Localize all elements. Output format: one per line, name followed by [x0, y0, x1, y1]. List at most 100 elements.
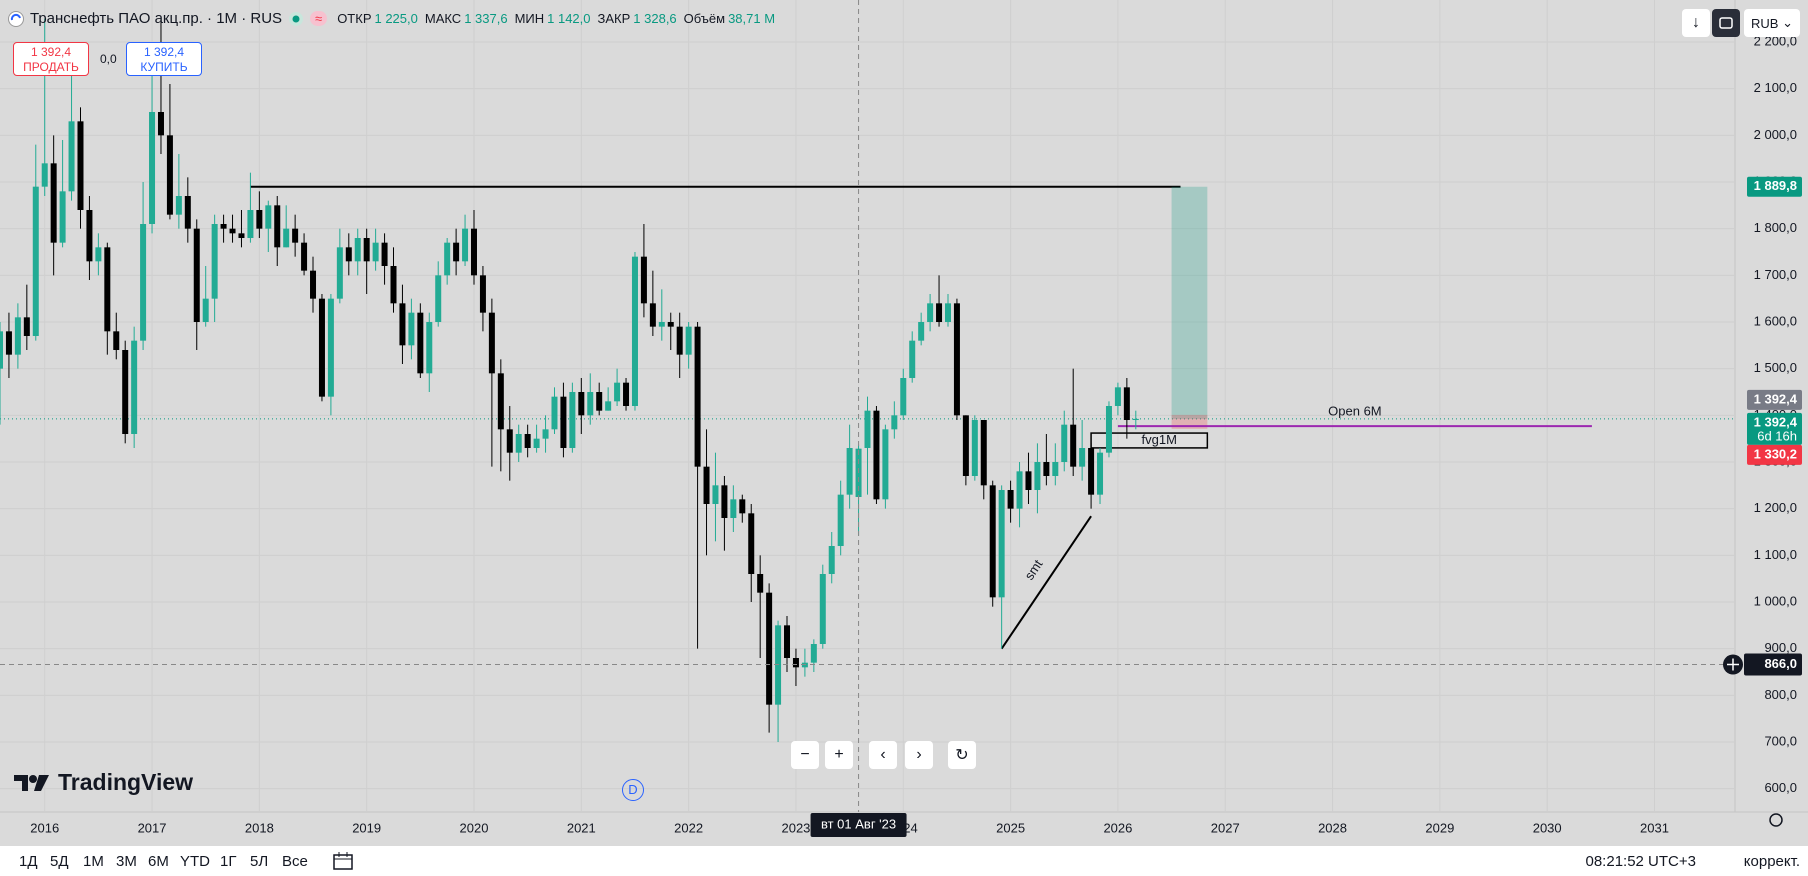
candle-body — [310, 270, 317, 299]
candle-body — [1016, 471, 1023, 509]
dividend-marker[interactable]: D — [622, 779, 644, 801]
price-label: 1 392,4 — [1754, 414, 1798, 429]
candle-body — [918, 322, 925, 341]
calendar-icon[interactable] — [332, 851, 354, 871]
scroll-left[interactable]: ‹ — [869, 741, 897, 769]
range-button[interactable]: 3М — [116, 853, 137, 870]
reset-chart[interactable]: ↻ — [948, 741, 976, 769]
candle-body — [68, 121, 75, 192]
candle-body — [5, 331, 12, 355]
candle-body — [256, 210, 263, 229]
range-button[interactable]: 1М — [83, 853, 104, 870]
symbol-icon — [8, 10, 24, 27]
candle-body — [953, 303, 960, 416]
candle-body — [596, 392, 603, 411]
candle-body — [113, 331, 120, 350]
status-dot — [289, 11, 304, 26]
candle-body — [1097, 452, 1104, 495]
candles — [0, 18, 1139, 742]
candle-body — [149, 112, 156, 224]
candle-body — [730, 499, 737, 518]
range-button[interactable]: 5Л — [250, 853, 269, 870]
candle-body — [533, 438, 540, 448]
candle-body — [766, 592, 773, 705]
candle-body — [927, 303, 934, 322]
logo: TradingView — [14, 769, 193, 796]
candle-body — [488, 312, 495, 374]
candle-body — [891, 415, 898, 430]
price-label: 1 330,2 — [1754, 446, 1797, 461]
y-tick-label: 600,0 — [1764, 780, 1797, 795]
range-button[interactable]: Все — [282, 853, 308, 870]
range-button[interactable]: YTD — [180, 853, 210, 870]
candle-body — [757, 574, 764, 593]
candle-body — [1079, 448, 1086, 467]
sell-price: 1 392,4 — [30, 45, 72, 59]
candle-body — [175, 196, 182, 215]
candle-body — [640, 256, 647, 304]
candle-body — [1070, 424, 1077, 467]
scroll-right[interactable]: › — [905, 741, 933, 769]
ohlc-value: 1 225,0 — [374, 11, 418, 26]
candle-body — [479, 275, 486, 313]
candle-body — [524, 434, 531, 448]
candle-body — [453, 242, 460, 262]
candle-body — [390, 266, 397, 304]
candle-body — [283, 228, 290, 248]
candle-body — [1025, 471, 1032, 490]
candle-body — [605, 401, 612, 411]
zoom-out[interactable]: − — [791, 741, 819, 769]
candle-body — [381, 242, 388, 266]
candle-body — [435, 275, 442, 322]
symbol[interactable]: Транснефть ПАО акц.пр. · 1М · RUS — [30, 10, 283, 27]
chart: 600,0 700,0 800,0 900,0 1 000,0 1 100,0 1 200,… — [0, 0, 1808, 837]
logo-icon — [14, 774, 49, 791]
candle-body — [846, 448, 853, 495]
candle-body — [363, 238, 370, 262]
price-label-box — [1747, 412, 1802, 445]
candle-body — [372, 242, 379, 262]
zoom-in[interactable]: + — [825, 741, 853, 769]
candle-body — [542, 429, 549, 439]
candle-body — [470, 228, 477, 276]
buy-label: КУПИТЬ — [140, 60, 188, 74]
crosshair-x-box — [810, 813, 907, 837]
candle-body — [14, 317, 21, 355]
x-tick-label: 2023 — [781, 820, 810, 835]
currency-button[interactable]: RUB ⌄ — [1744, 9, 1800, 37]
y-tick-label: 800,0 — [1764, 687, 1797, 702]
candle-body — [292, 228, 299, 243]
y-tick-label: 2 000,0 — [1754, 127, 1797, 142]
candle-body — [1088, 448, 1095, 495]
grid: 600,0 700,0 800,0 900,0 1 000,0 1 100,0 1 200,… — [0, 0, 1808, 835]
badge: ≈ — [310, 11, 328, 26]
candle-body — [1114, 387, 1121, 406]
range-button[interactable]: 1Г — [220, 853, 237, 870]
y-tick-label: 1 200,0 — [1754, 500, 1797, 515]
candle-body — [220, 224, 227, 229]
x-tick-label: 2019 — [352, 820, 381, 835]
candle-body — [837, 494, 844, 546]
settings-icon[interactable] — [1769, 813, 1783, 827]
range-button[interactable]: 1Д — [19, 853, 38, 870]
candle-body — [784, 625, 791, 658]
adjust-toggle[interactable]: коррект. — [1743, 853, 1800, 870]
candle-body — [694, 326, 701, 467]
candle-body — [560, 396, 567, 448]
sell-button[interactable]: 1 392,4 ПРОДАТЬ — [13, 42, 89, 76]
candle-body — [265, 205, 272, 229]
candle-body — [318, 298, 325, 397]
range-button[interactable]: 5Д — [50, 853, 69, 870]
crosshair-x-label: вт 01 Авг '23 — [821, 816, 896, 831]
buy-button[interactable]: 1 392,4 КУПИТЬ — [126, 42, 202, 76]
legend: Транснефть ПАО акц.пр. · 1М · RUS ≈ ОТКР… — [8, 10, 779, 27]
candle-body — [327, 298, 334, 397]
download-button[interactable]: ↓ — [1682, 9, 1710, 37]
range-button[interactable]: 6М — [148, 853, 169, 870]
x-tick-label: 2028 — [1318, 820, 1347, 835]
candle-body — [1132, 418, 1139, 420]
candle-body — [59, 191, 66, 243]
fullscreen-button[interactable] — [1712, 9, 1740, 37]
candle-body — [1123, 387, 1130, 420]
